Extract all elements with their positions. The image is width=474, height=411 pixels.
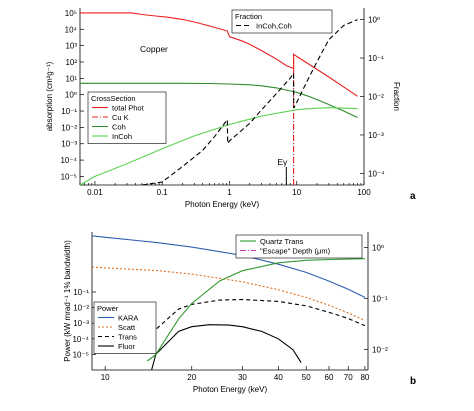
material-annotation: Copper <box>140 44 168 54</box>
y-right-tick-label: 10⁻² <box>372 346 388 355</box>
series-group <box>92 232 366 370</box>
series-line-0 <box>80 12 358 97</box>
panel-label: a <box>410 191 416 202</box>
y-left-tick-label: 10⁵ <box>65 9 77 18</box>
series-line-2 <box>80 82 358 118</box>
y-left-tick-label: 10³ <box>65 42 77 51</box>
legend-entry: Coh <box>112 123 126 132</box>
y-right-tick-label: 10⁻³ <box>368 131 384 140</box>
y-left-tick-label: 10⁻⁵ <box>73 350 89 359</box>
legend-entry: "Escape" Depth (μm) <box>260 247 331 256</box>
y-right-axis-title: Fraction <box>392 82 401 111</box>
edge-marker-label: Eγ <box>277 157 288 167</box>
y-left-tick-label: 10⁻³ <box>61 140 77 149</box>
legend-box <box>235 234 363 259</box>
series-line-4 <box>146 258 365 362</box>
y-left-tick-label: 10⁻¹ <box>61 107 77 116</box>
x-tick-label: 20 <box>187 373 196 382</box>
y-left-axis-title: Power (kW mrad⁻¹ 1% bandwidth) <box>63 240 72 362</box>
x-tick-label: 0.1 <box>157 188 169 197</box>
legend-box <box>231 9 333 34</box>
panel-label: b <box>410 376 416 387</box>
x-tick-label: 1 <box>227 188 232 197</box>
series-line-0 <box>92 235 366 298</box>
series-line-2 <box>146 298 366 340</box>
y-left-tick-label: 10⁻² <box>73 304 89 313</box>
x-tick-label: 70 <box>344 373 353 382</box>
y-left-axis-title: absorption (cm²g⁻¹) <box>45 61 54 131</box>
x-tick-label: 60 <box>325 373 334 382</box>
y-left-tick-label: 10⁻¹ <box>73 288 89 297</box>
x-tick-label: 40 <box>274 373 283 382</box>
x-tick-label: 10 <box>292 188 301 197</box>
x-tick-label: 50 <box>302 373 311 382</box>
legend-entry: Cu K <box>112 113 129 122</box>
y-right-tick-label: 10⁰ <box>372 243 384 252</box>
y-left-tick-label: 10⁰ <box>65 91 77 100</box>
y-right-tick-label: 10⁻² <box>368 93 384 102</box>
panel-b-power-chart: 10 20 30 40 50 60 70 80 10⁻¹ 10⁻² 10⁻³ 10⁻⁴ 10⁻⁵ 10⁰ 1… <box>63 232 416 394</box>
y-left-tick-label: 10² <box>65 58 77 67</box>
series-group <box>80 12 358 185</box>
y-left-tick-label: 10⁻² <box>61 123 77 132</box>
y-left-tick-label: 10¹ <box>65 74 77 83</box>
y-right-tick-label: 10⁻¹ <box>368 54 384 63</box>
x-tick-label: 100 <box>357 188 371 197</box>
x-tick-label: 30 <box>238 373 247 382</box>
y-left-tick-label: 10⁴ <box>65 25 78 34</box>
series-line-4 <box>141 19 358 185</box>
legend-title: Fraction <box>235 12 262 21</box>
legend-entry: total Phot <box>112 104 145 113</box>
legend-entry: Fluor <box>118 342 136 351</box>
x-axis-title: Photon Energy (keV) <box>185 200 260 209</box>
y-right-tick-label: 10⁻⁴ <box>368 169 385 178</box>
y-left-tick-label: 10⁻³ <box>73 319 89 328</box>
y-left-tick-label: 10⁻⁵ <box>61 172 77 181</box>
legend-entry: KARA <box>118 314 138 323</box>
x-tick-label: 80 <box>360 373 369 382</box>
y-left-tick-label: 10⁻⁴ <box>60 156 77 165</box>
legend-entry: Quartz Trans <box>260 237 304 246</box>
series-line-1 <box>92 266 366 321</box>
y-left-tick-label: 10⁻⁴ <box>72 335 89 344</box>
legend-title: Power <box>97 304 119 313</box>
series-line-3 <box>80 107 358 185</box>
x-tick-label: 10 <box>101 373 110 382</box>
series-line-3 <box>151 324 302 370</box>
legend-entry: InCoh,Coh <box>256 22 292 31</box>
legend-entry: Trans <box>118 333 137 342</box>
panel-a-absorption-chart: 0.01 0.1 1 10 100 10⁵ 10⁴ 10³ 10² 10¹ 10⁰ 10⁻¹ 10⁻² 1… <box>45 8 416 209</box>
legend-entry: InCoh <box>112 132 132 141</box>
x-tick-label: 0.01 <box>87 188 103 197</box>
legend-box <box>87 91 167 144</box>
x-axis-title: Photon Energy (keV) <box>193 385 268 394</box>
legend-title: CrossSection <box>91 94 136 103</box>
legend-box <box>93 301 157 354</box>
y-right-tick-label: 10⁻¹ <box>372 295 388 304</box>
legend-entry: Scatt <box>118 323 136 332</box>
y-right-tick-label: 10⁰ <box>368 16 380 25</box>
